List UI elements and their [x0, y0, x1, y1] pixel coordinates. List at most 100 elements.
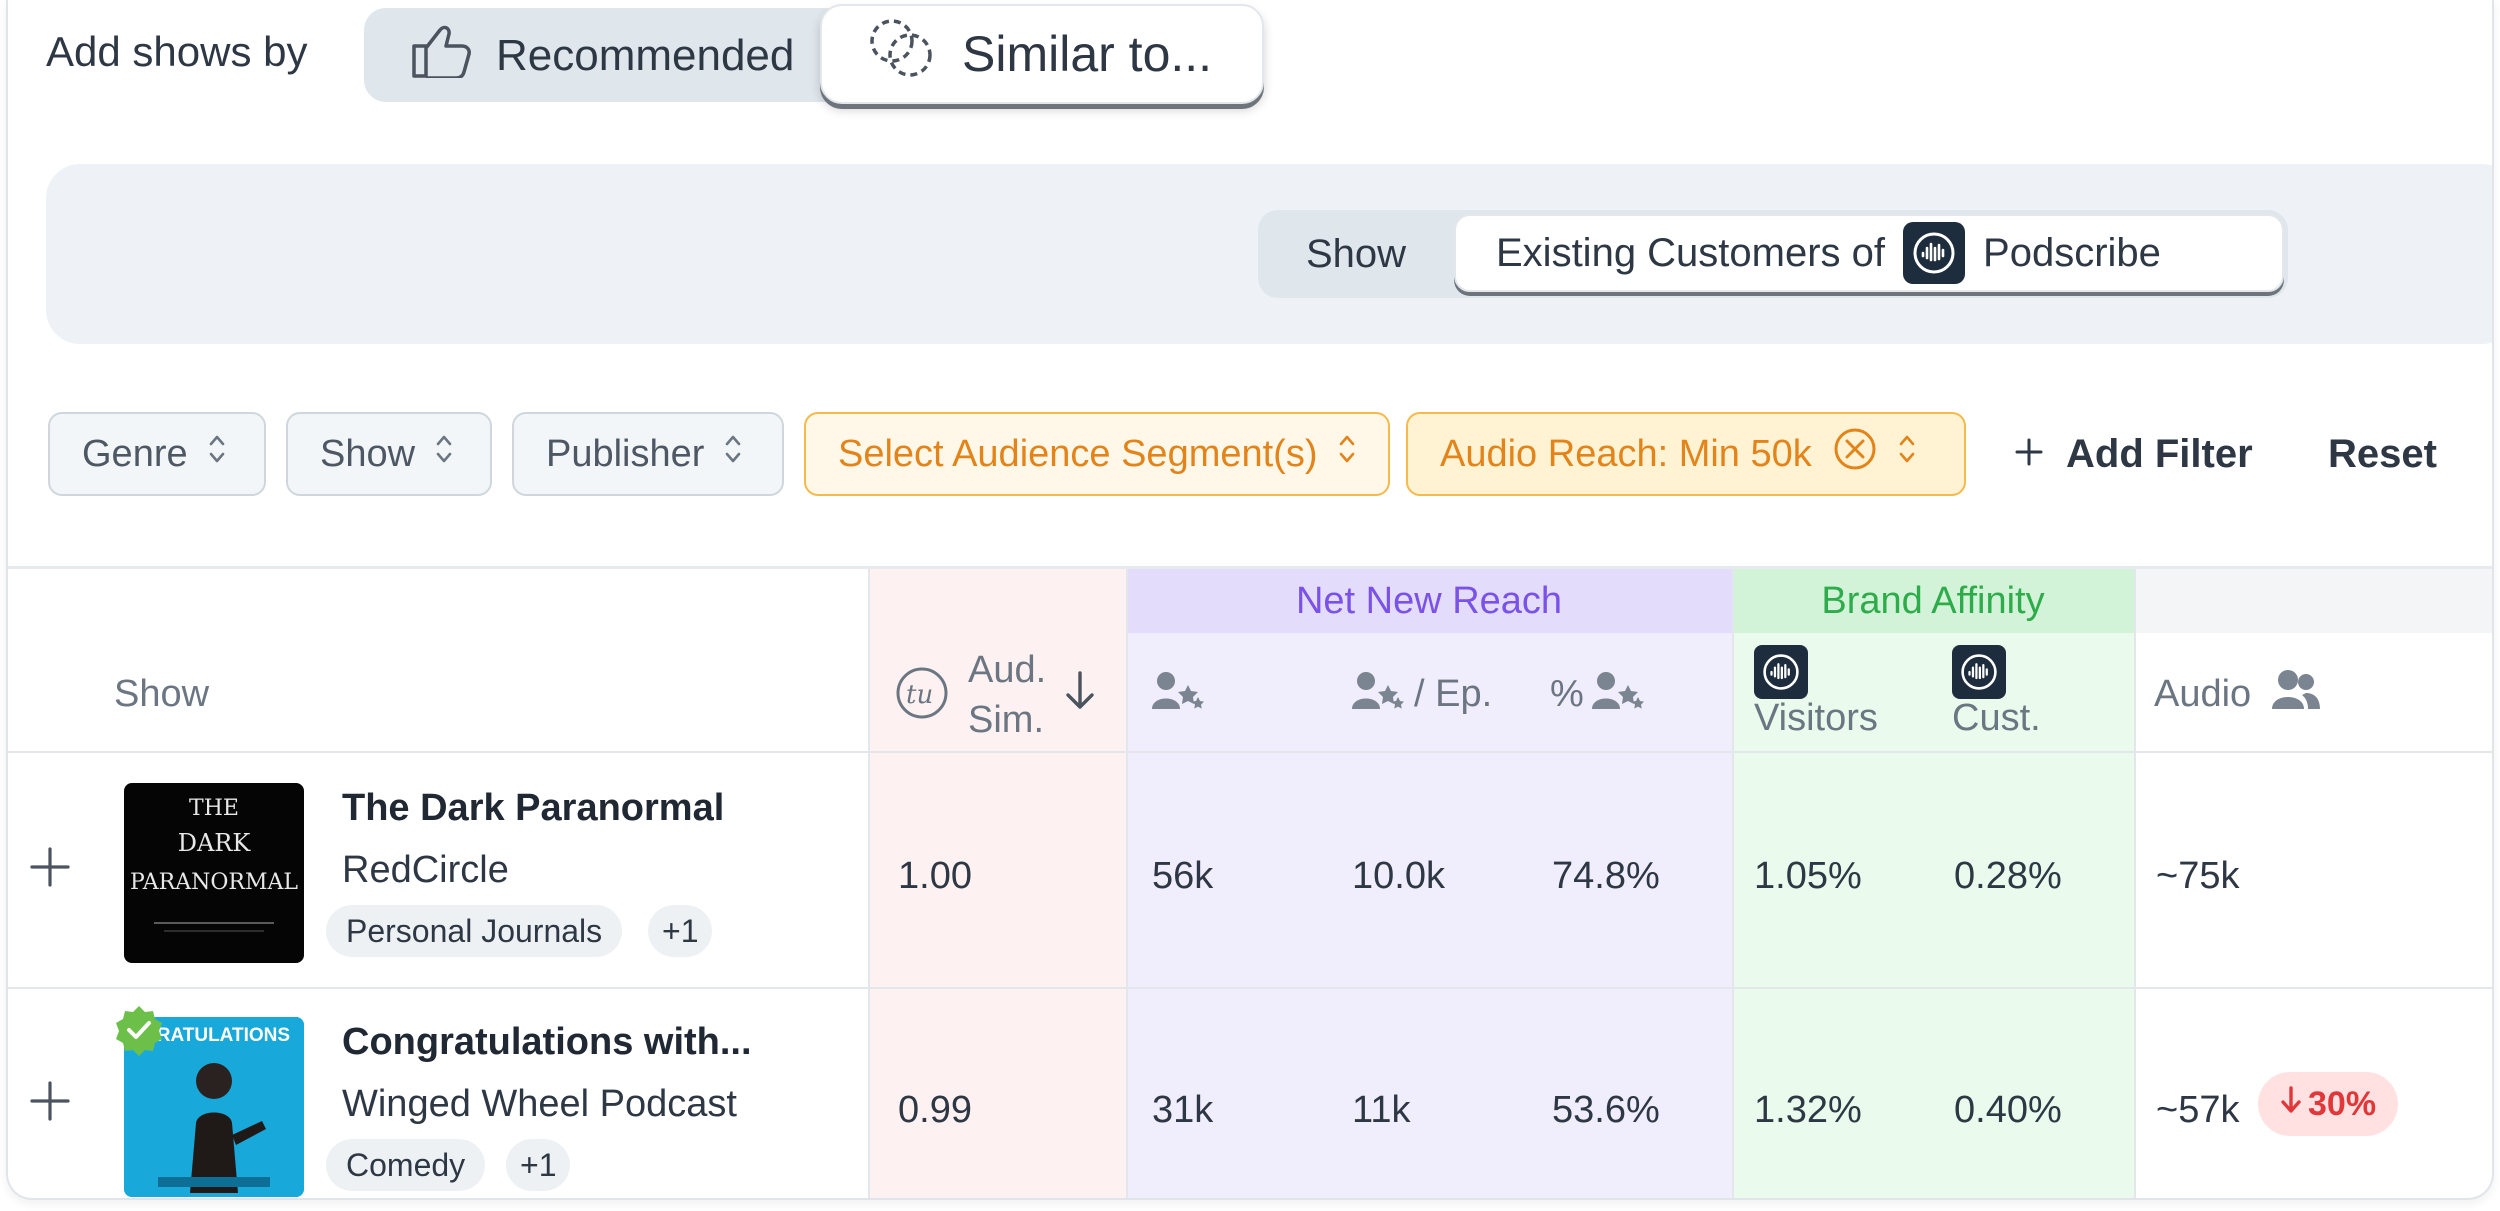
audio-reach-filter[interactable]: Audio Reach: Min 50k — [1406, 412, 1966, 496]
show-publisher: RedCircle — [342, 849, 509, 891]
overlap-circles-icon — [866, 15, 936, 93]
svg-text:PARANORMAL: PARANORMAL — [130, 870, 298, 895]
show-artwork[interactable]: THE DARK PARANORMAL — [124, 783, 304, 963]
reach-per-ep-value: 11k — [1352, 1089, 1411, 1131]
sort-chevrons-icon — [724, 431, 742, 477]
show-artwork[interactable]: GRATULATIONS — [124, 1017, 304, 1197]
genre-filter-label: Genre — [82, 432, 188, 475]
reach-value: 31k — [1152, 1089, 1214, 1131]
audio-value: ~75k — [2156, 855, 2240, 897]
more-genres-tag[interactable]: +1 — [506, 1139, 571, 1191]
show-column-header[interactable]: Show — [114, 673, 210, 715]
podscribe-logo-icon — [1903, 222, 1966, 284]
net-new-reach-group-header: Net New Reach — [1126, 569, 1732, 633]
net-new-reach-column-bg — [1126, 569, 1732, 1198]
sort-descending-icon[interactable] — [1062, 669, 1098, 723]
podscribe-logo-icon — [1952, 645, 2006, 699]
publisher-filter-label: Publisher — [546, 432, 705, 475]
add-mode-toggle: Recommended Similar to... — [364, 4, 1264, 104]
header-divider — [8, 751, 2492, 753]
existing-customers-label: Existing Customers of — [1496, 230, 1886, 275]
similar-to-tab[interactable]: Similar to... — [820, 4, 1264, 104]
audio-column-header[interactable]: Audio — [2154, 673, 2252, 715]
shows-table: Net New Reach Brand Affinity Show tu Aud… — [8, 566, 2492, 1198]
row-divider — [8, 987, 2492, 989]
reach-value: 56k — [1152, 855, 1214, 897]
reach-per-episode-header[interactable]: / Ep. — [1414, 673, 1493, 715]
arrow-down-icon — [2280, 1085, 2302, 1124]
aud-sim-column-header[interactable]: Aud. Sim. — [968, 645, 1046, 745]
brand-name: Podscribe — [1983, 230, 2161, 275]
tu-logo-icon: tu — [894, 665, 950, 731]
add-filter-button[interactable]: Add Filter — [2014, 432, 2253, 477]
reach-pct-value: 53.6% — [1552, 1089, 1660, 1131]
thumbs-up-icon — [410, 24, 472, 89]
more-genres-tag[interactable]: +1 — [648, 905, 713, 957]
aud-sim-value: 0.99 — [898, 1089, 972, 1131]
column-divider — [1732, 569, 1734, 1198]
column-divider — [2134, 569, 2136, 1198]
audience-stars-icon[interactable] — [1150, 669, 1206, 725]
svg-text:DARK: DARK — [178, 829, 252, 857]
genre-filter[interactable]: Genre — [48, 412, 266, 496]
visitors-value: 1.32% — [1754, 1089, 1862, 1131]
show-title[interactable]: The Dark Paranormal — [342, 787, 725, 829]
aud-sim-value: 1.00 — [898, 855, 972, 897]
show-filter[interactable]: Show — [286, 412, 492, 496]
audio-change-badge: 30% — [2258, 1072, 2399, 1136]
audience-segment-label: Select Audience Segment(s) — [838, 432, 1318, 475]
show-label: Show — [1306, 232, 1407, 276]
column-divider — [868, 569, 870, 1198]
add-filter-label: Add Filter — [2066, 432, 2253, 476]
audio-group-header — [2134, 569, 2492, 633]
add-shows-label: Add shows by — [46, 28, 308, 75]
customers-column-header[interactable]: Cust. — [1952, 697, 2041, 739]
sort-chevrons-icon — [435, 431, 453, 477]
audience-stars-icon[interactable] — [1350, 669, 1406, 725]
podscribe-logo-icon — [1754, 645, 1808, 699]
svg-text:THE: THE — [189, 796, 239, 821]
genre-tag: Comedy — [326, 1139, 486, 1191]
svg-text:GRATULATIONS: GRATULATIONS — [142, 1025, 290, 1046]
existing-customers-selector[interactable]: Existing Customers of Podscribe — [1454, 214, 2284, 292]
reach-pct-value: 74.8% — [1552, 855, 1660, 897]
audience-stars-icon[interactable] — [1590, 669, 1646, 725]
show-publisher: Winged Wheel Podcast — [342, 1083, 737, 1125]
customers-value: 0.28% — [1954, 855, 2062, 897]
column-divider — [1126, 569, 1128, 1198]
aud-sim-header-line1: Aud. — [968, 649, 1047, 691]
plus-icon — [2014, 432, 2044, 477]
aud-sim-column-bg — [868, 569, 1126, 1198]
reach-per-ep-value: 10.0k — [1352, 855, 1445, 897]
svg-text:tu: tu — [906, 680, 933, 710]
add-show-button[interactable] — [30, 835, 70, 900]
audience-segment-filter[interactable]: Select Audience Segment(s) — [804, 412, 1390, 496]
reach-percent-header[interactable]: % — [1550, 673, 1584, 715]
sort-chevrons-icon — [208, 431, 226, 477]
similar-to-label: Similar to... — [962, 26, 1213, 82]
visitors-value: 1.05% — [1754, 855, 1862, 897]
verified-badge-icon — [112, 1003, 166, 1062]
publisher-filter[interactable]: Publisher — [512, 412, 784, 496]
visitors-column-header[interactable]: Visitors — [1754, 697, 1878, 739]
aud-sim-header-line2: Sim. — [968, 699, 1044, 741]
show-banner: Show Existing Customers of Podscribe — [46, 164, 2492, 344]
clear-filter-icon[interactable] — [1832, 426, 1878, 482]
add-shows-panel: Add shows by Recommended Similar to... S… — [6, 0, 2494, 1200]
customers-value: 0.40% — [1954, 1089, 2062, 1131]
recommended-tab[interactable]: Recommended — [410, 25, 795, 82]
audio-change-value: 30% — [2308, 1084, 2377, 1123]
sort-chevrons-icon — [1898, 431, 1916, 477]
reset-button[interactable]: Reset — [2328, 432, 2437, 476]
audio-reach-label: Audio Reach: Min 50k — [1440, 432, 1812, 475]
show-title[interactable]: Congratulations with... — [342, 1021, 752, 1063]
genre-tag: Personal Journals — [326, 905, 623, 957]
add-show-button[interactable] — [30, 1069, 70, 1134]
show-selector: Show Existing Customers of Podscribe — [1258, 210, 2288, 298]
brand-affinity-group-header: Brand Affinity — [1732, 569, 2134, 633]
users-icon — [2270, 667, 2322, 723]
show-filter-label: Show — [320, 432, 416, 475]
sort-chevrons-icon — [1338, 431, 1356, 477]
recommended-label: Recommended — [496, 31, 795, 80]
audio-value: ~57k — [2156, 1089, 2240, 1131]
